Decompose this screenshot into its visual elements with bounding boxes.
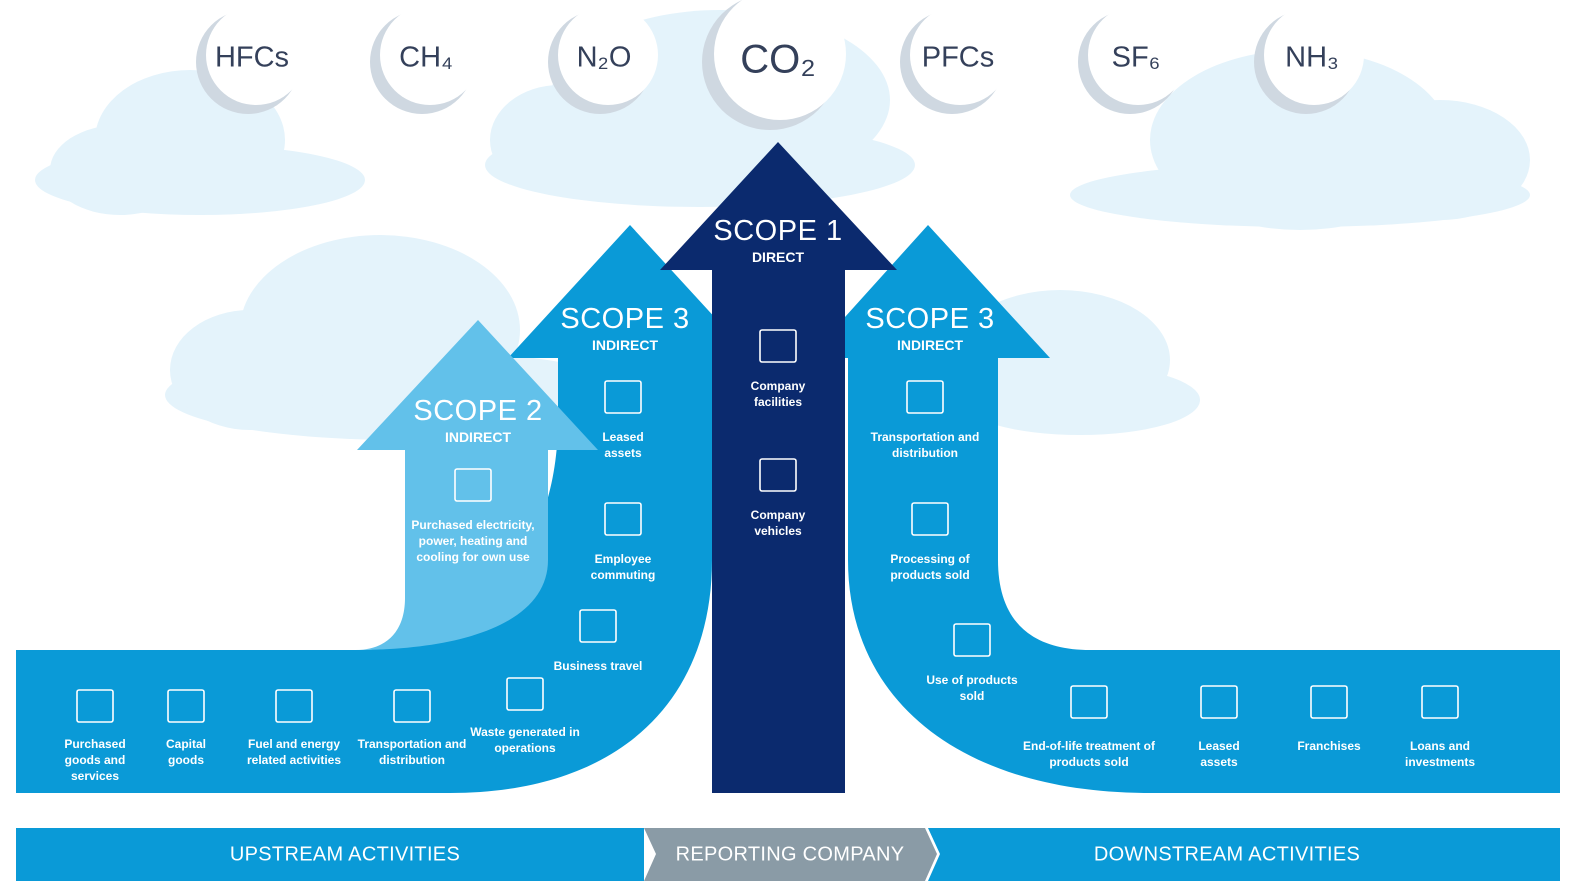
scope-item: Use of products sold bbox=[926, 673, 1018, 703]
scope-title: SCOPE 3 bbox=[560, 303, 690, 335]
icon bbox=[911, 502, 949, 536]
footer-label: DOWNSTREAM ACTIVITIES bbox=[1093, 843, 1361, 866]
scope-title: SCOPE 1 bbox=[713, 215, 843, 247]
downstream-item: Franchises bbox=[1297, 739, 1361, 753]
scope-item: Leased assets bbox=[602, 430, 644, 460]
gas-label: NH₃ bbox=[1285, 41, 1339, 74]
icon bbox=[275, 689, 313, 723]
icon bbox=[1421, 685, 1459, 719]
upstream-item: Capital goods bbox=[165, 737, 206, 767]
upstream-arrow bbox=[16, 225, 752, 793]
scope-item: Processing of products sold bbox=[890, 552, 970, 582]
scope-item: Transportation and distribution bbox=[870, 430, 980, 460]
icon bbox=[579, 609, 617, 643]
gas-label: SF₆ bbox=[1111, 41, 1161, 74]
icon bbox=[1310, 685, 1348, 719]
scope2-arrow bbox=[355, 320, 598, 650]
upstream-item: Purchased goods and services bbox=[64, 737, 126, 783]
footer-bar bbox=[16, 828, 1560, 881]
scope-title: SCOPE 3 bbox=[865, 303, 995, 335]
scope1-arrow bbox=[660, 142, 897, 793]
icon bbox=[604, 502, 642, 536]
gas-label: HFCs bbox=[214, 41, 290, 74]
footer-label: REPORTING COMPANY bbox=[675, 843, 905, 866]
icon bbox=[506, 677, 544, 711]
icon bbox=[1200, 685, 1238, 719]
icon bbox=[906, 380, 944, 414]
icon bbox=[759, 329, 797, 363]
downstream-item: Leased assets bbox=[1198, 739, 1240, 769]
scope-subtitle: INDIRECT bbox=[896, 337, 964, 353]
scope-title: SCOPE 2 bbox=[413, 395, 543, 427]
scope-item: Employee commuting bbox=[590, 552, 656, 582]
upstream-item: Fuel and energy related activities bbox=[246, 737, 342, 767]
icon bbox=[76, 689, 114, 723]
icon bbox=[1070, 685, 1108, 719]
icon bbox=[167, 689, 205, 723]
downstream-arrow bbox=[808, 225, 1560, 793]
icon bbox=[454, 468, 492, 502]
footer-label: UPSTREAM ACTIVITIES bbox=[229, 843, 461, 866]
scope-subtitle: INDIRECT bbox=[591, 337, 659, 353]
downstream-item: End-of-life treatment of products sold bbox=[1023, 739, 1155, 769]
gas-label: N₂O bbox=[576, 41, 632, 74]
icons bbox=[76, 329, 1459, 723]
gas-label: PFCs bbox=[921, 41, 995, 74]
upstream-item: Transportation and distribution bbox=[357, 737, 467, 767]
scope-item: Purchased electricity, power, heating an… bbox=[411, 518, 535, 564]
icon bbox=[953, 623, 991, 657]
gas-label: CH₄ bbox=[399, 41, 453, 74]
scope-item: Company facilities bbox=[750, 379, 806, 409]
icon bbox=[759, 458, 797, 492]
scope-subtitle: INDIRECT bbox=[444, 429, 512, 445]
upstream-item: Waste generated in operations bbox=[470, 725, 580, 755]
gas-bubbles bbox=[196, 0, 1364, 130]
icon bbox=[393, 689, 431, 723]
scope-subtitle: DIRECT bbox=[751, 249, 805, 265]
clouds bbox=[35, 10, 1530, 440]
downstream-item: Loans and investments bbox=[1404, 739, 1476, 769]
gas-label: CO₂ bbox=[740, 37, 816, 82]
scope-item: Company vehicles bbox=[750, 508, 806, 538]
icon bbox=[604, 380, 642, 414]
scope-item: Business travel bbox=[553, 659, 643, 673]
